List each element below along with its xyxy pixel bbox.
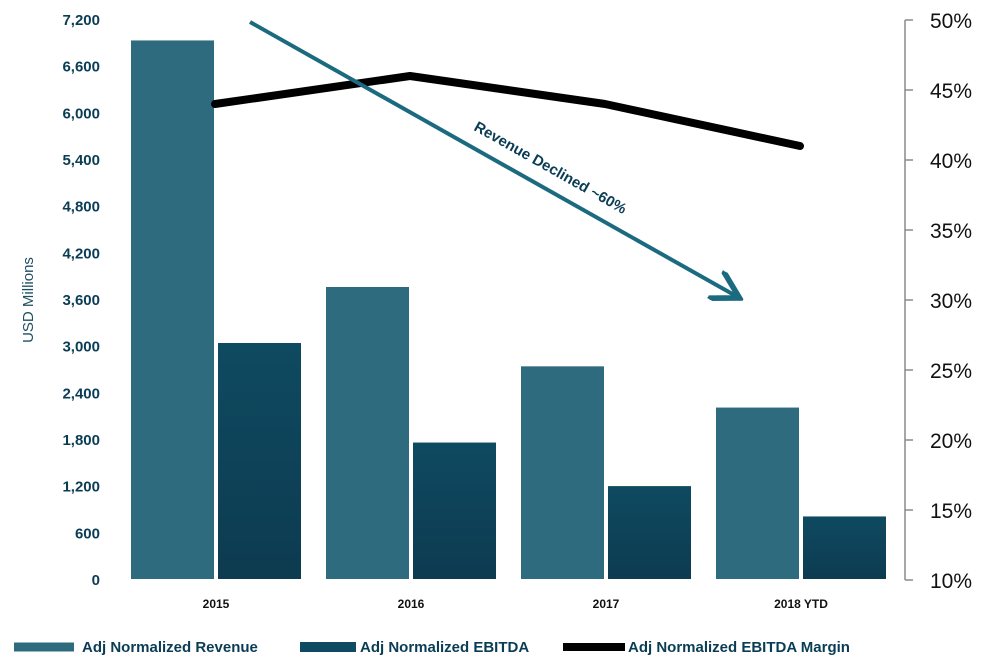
legend-label: Adj Normalized Revenue xyxy=(82,639,258,656)
annotation-text: Revenue Declined ~60% xyxy=(471,118,629,217)
x-tick-label: 2018 YTD xyxy=(774,597,828,611)
ebitda-bar xyxy=(801,514,888,582)
x-tick-label: 2016 xyxy=(398,597,425,611)
y-axis-title: USD Millions xyxy=(20,257,37,343)
y-tick-label: 2,400 xyxy=(62,385,100,402)
y-tick-label: 3,000 xyxy=(62,339,100,356)
legend-swatch xyxy=(300,642,356,652)
y-tick-label: 5,400 xyxy=(62,152,100,169)
revenue-bar xyxy=(324,285,411,581)
ebitda-bar xyxy=(606,484,693,581)
x-tick-label: 2017 xyxy=(593,597,620,611)
y2-tick-label: 35% xyxy=(930,220,972,243)
y-tick-label: 4,800 xyxy=(62,199,100,216)
y-tick-label: 6,000 xyxy=(62,105,100,122)
y2-tick-label: 10% xyxy=(930,570,972,593)
legend-label: Adj Normalized EBITDA xyxy=(360,639,529,656)
y-tick-label: 0 xyxy=(92,572,100,589)
y2-tick-label: 50% xyxy=(930,10,972,33)
y2-tick-label: 15% xyxy=(930,500,972,523)
revenue-bar xyxy=(714,405,801,581)
y2-tick-label: 45% xyxy=(930,80,972,103)
y-tick-label: 3,600 xyxy=(62,292,100,309)
y2-tick-label: 40% xyxy=(930,150,972,173)
legend-label: Adj Normalized EBITDA Margin xyxy=(628,639,850,656)
ebitda-bar xyxy=(216,341,303,581)
revenue-bar xyxy=(519,364,606,582)
ebitda-bar xyxy=(411,440,498,581)
ebitda-margin-line xyxy=(211,72,804,150)
y-tick-label: 600 xyxy=(75,525,100,542)
y-tick-label: 7,200 xyxy=(62,12,100,29)
y-tick-label: 1,200 xyxy=(62,479,100,496)
y2-tick-label: 25% xyxy=(930,360,972,383)
x-tick-label: 2015 xyxy=(203,597,230,611)
y-tick-label: 1,800 xyxy=(62,432,100,449)
legend-swatch xyxy=(563,643,625,651)
revenue-decline-arrow xyxy=(249,20,736,296)
y2-tick-label: 30% xyxy=(930,290,972,313)
revenue-bar xyxy=(129,38,216,581)
y-tick-label: 6,600 xyxy=(62,59,100,76)
legend-swatch xyxy=(14,642,74,652)
y2-tick-label: 20% xyxy=(930,430,972,453)
y-tick-label: 4,200 xyxy=(62,245,100,262)
